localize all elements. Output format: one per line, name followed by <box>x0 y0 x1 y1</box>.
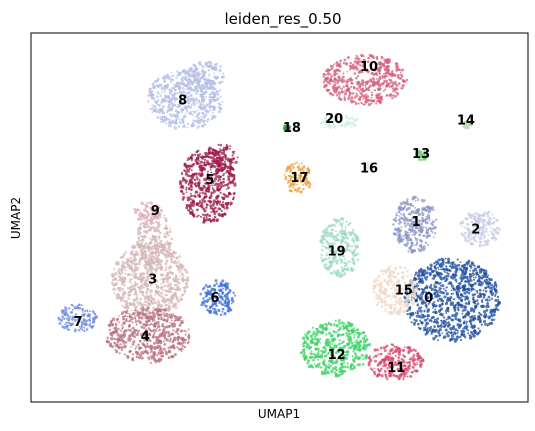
cluster-label-16: 16 <box>360 162 378 177</box>
cluster-12-points <box>299 318 372 378</box>
cluster-19-points <box>319 217 360 279</box>
cluster-label-13: 13 <box>412 147 430 162</box>
y-axis-label: UMAP2 <box>9 197 23 239</box>
cluster-4-points <box>105 306 191 364</box>
cluster-label-12: 12 <box>328 348 346 363</box>
cluster-14-points <box>462 120 473 130</box>
cluster-label-19: 19 <box>328 245 346 260</box>
x-axis-label: UMAP1 <box>258 407 300 421</box>
cluster-label-15: 15 <box>395 284 413 299</box>
cluster-18-points <box>282 124 291 132</box>
cluster-label-2: 2 <box>471 223 480 238</box>
cluster-label-14: 14 <box>457 114 475 129</box>
cluster-label-3: 3 <box>148 272 157 287</box>
cluster-2-points <box>459 210 501 248</box>
cluster-label-11: 11 <box>387 361 405 376</box>
cluster-6-points <box>199 279 237 316</box>
plot-frame <box>30 32 529 403</box>
cluster-label-17: 17 <box>290 171 308 186</box>
cluster-10-points <box>322 53 409 107</box>
cluster-16-points <box>363 160 373 171</box>
cluster-17-points <box>283 161 312 194</box>
cluster-label-6: 6 <box>210 291 219 306</box>
cluster-0-points <box>403 257 501 343</box>
cluster-label-4: 4 <box>141 330 150 345</box>
cluster-11-points <box>367 343 425 381</box>
cluster-1-points <box>392 195 438 254</box>
cluster-label-20: 20 <box>325 112 343 127</box>
cluster-5-points <box>178 143 239 224</box>
cluster-label-8: 8 <box>178 93 187 108</box>
cluster-15-points <box>372 264 418 316</box>
cluster-label-10: 10 <box>360 60 378 75</box>
cluster-9-points <box>133 201 164 224</box>
cluster-8-points <box>147 60 225 130</box>
chart-title: leiden_res_0.50 <box>224 10 341 29</box>
cluster-label-0: 0 <box>424 291 433 306</box>
scatter-clouds <box>57 53 501 381</box>
cluster-label-9: 9 <box>151 204 160 219</box>
cluster-label-1: 1 <box>412 215 421 230</box>
cluster-label-7: 7 <box>74 315 83 330</box>
cluster-7-points <box>57 303 98 333</box>
cluster-13-points <box>414 149 429 162</box>
cluster-20-points <box>319 114 359 129</box>
cluster-3-points <box>111 209 190 320</box>
cluster-label-18: 18 <box>283 121 301 136</box>
cluster-label-5: 5 <box>205 173 214 188</box>
